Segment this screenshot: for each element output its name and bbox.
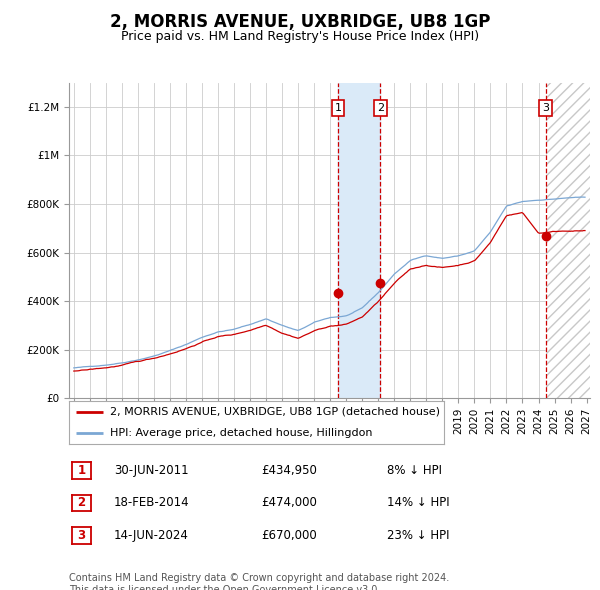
Text: 14% ↓ HPI: 14% ↓ HPI [387,496,449,510]
Text: 1: 1 [335,103,342,113]
Text: 1: 1 [77,464,86,477]
Bar [546,83,595,398]
Text: HPI: Average price, detached house, Hillingdon: HPI: Average price, detached house, Hill… [110,428,373,438]
Text: 2: 2 [377,103,384,113]
Text: 18-FEB-2014: 18-FEB-2014 [114,496,190,510]
Bar [338,83,380,398]
Text: Contains HM Land Registry data © Crown copyright and database right 2024.
This d: Contains HM Land Registry data © Crown c… [69,573,449,590]
Text: 2, MORRIS AVENUE, UXBRIDGE, UB8 1GP: 2, MORRIS AVENUE, UXBRIDGE, UB8 1GP [110,14,490,31]
Bar [546,83,595,398]
Text: Price paid vs. HM Land Registry's House Price Index (HPI): Price paid vs. HM Land Registry's House … [121,30,479,43]
Text: 14-JUN-2024: 14-JUN-2024 [114,529,189,542]
Text: 2, MORRIS AVENUE, UXBRIDGE, UB8 1GP (detached house): 2, MORRIS AVENUE, UXBRIDGE, UB8 1GP (det… [110,407,440,417]
Text: £434,950: £434,950 [261,464,317,477]
Text: 30-JUN-2011: 30-JUN-2011 [114,464,188,477]
Text: £474,000: £474,000 [261,496,317,510]
Text: 23% ↓ HPI: 23% ↓ HPI [387,529,449,542]
Text: 8% ↓ HPI: 8% ↓ HPI [387,464,442,477]
Text: 3: 3 [77,529,86,542]
Text: 3: 3 [542,103,549,113]
Text: 2: 2 [77,496,86,510]
Text: £670,000: £670,000 [261,529,317,542]
